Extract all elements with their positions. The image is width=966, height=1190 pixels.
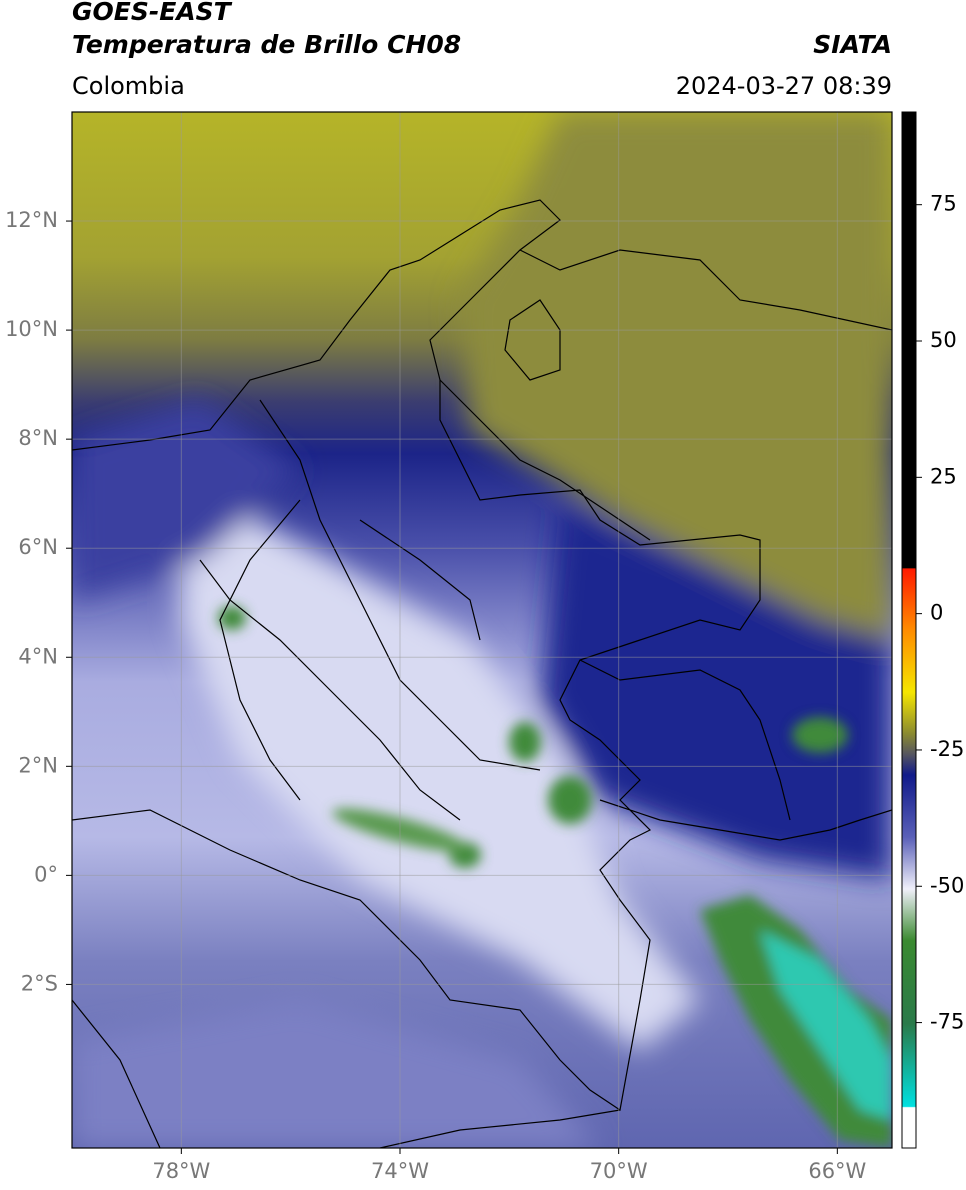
x-tick-label: 74°W <box>371 1159 429 1183</box>
datetime: 2024-03-27 08:39 <box>676 72 892 100</box>
colorbar-tick-label: 75 <box>930 192 957 216</box>
title: GOES-EAST <box>72 0 233 26</box>
colorbar-tick-label: 25 <box>930 464 957 488</box>
y-tick-label: 10°N <box>5 317 58 341</box>
y-tick-label: 6°N <box>18 535 58 559</box>
map-frame <box>71 111 893 1149</box>
source: SIATA <box>813 30 892 59</box>
y-tick-label: 0° <box>34 862 58 886</box>
x-tick-label: 70°W <box>590 1159 648 1183</box>
colorbar-tick-label: 50 <box>930 328 957 352</box>
colorbar-tick-label: -25 <box>930 737 964 761</box>
y-tick-label: 12°N <box>5 208 58 232</box>
satellite-image <box>72 112 892 1148</box>
colorbar <box>901 111 917 1149</box>
subtitle: Temperatura de Brillo CH08 <box>72 30 461 59</box>
y-tick-label: 2°S <box>21 971 58 995</box>
x-tick-label: 66°W <box>808 1159 866 1183</box>
region: Colombia <box>72 72 185 100</box>
colorbar-tick-label: -50 <box>930 873 964 897</box>
colorbar-tick-label: -75 <box>930 1010 964 1034</box>
y-tick-label: 2°N <box>18 753 58 777</box>
x-tick-label: 78°W <box>152 1159 210 1183</box>
y-tick-label: 8°N <box>18 426 58 450</box>
y-tick-label: 4°N <box>18 644 58 668</box>
colorbar-tick-label: 0 <box>930 601 943 625</box>
